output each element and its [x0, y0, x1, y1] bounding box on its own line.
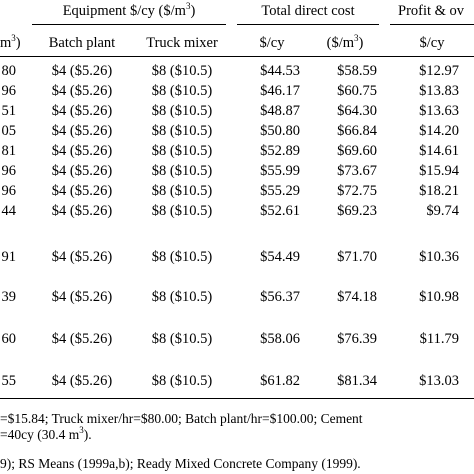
cell-profit-cy: $11.79	[419, 331, 459, 347]
cell-profit-cy: $13.83	[419, 83, 459, 99]
cell-left-fragment: 39	[1, 289, 17, 305]
cell-total-cy: $55.99	[260, 163, 300, 179]
cell-left-fragment: 60	[1, 331, 17, 347]
cell-truck-mixer: $8 ($10.5)	[151, 123, 213, 139]
cell-left-fragment: 96	[1, 183, 17, 199]
cell-total-m3: $64.30	[337, 103, 377, 119]
cell-left-fragment: 44	[1, 203, 17, 219]
column-header-left-fragment: m3)	[0, 33, 21, 52]
column-header-batch-plant: Batch plant	[48, 35, 116, 51]
cell-profit-cy: $14.61	[419, 143, 459, 159]
cell-profit-cy: $13.03	[419, 373, 459, 389]
cell-profit-cy: $10.36	[419, 249, 459, 265]
cell-left-fragment: 96	[1, 163, 17, 179]
cell-truck-mixer: $8 ($10.5)	[151, 331, 213, 347]
cell-total-cy: $50.80	[260, 123, 300, 139]
cell-profit-cy: $14.20	[419, 123, 459, 139]
cell-total-m3: $72.75	[337, 183, 377, 199]
cell-left-fragment: 81	[1, 143, 17, 159]
cell-truck-mixer: $8 ($10.5)	[151, 63, 213, 79]
cell-total-cy: $56.37	[260, 289, 300, 305]
cell-batch-plant: $4 ($5.26)	[51, 203, 113, 219]
cell-profit-cy: $18.21	[419, 183, 459, 199]
footnote-line-1: =$15.84; Truck mixer/hr=$80.00; Batch pl…	[0, 411, 363, 426]
cell-left-fragment: 91	[1, 249, 17, 265]
cell-total-cy: $58.06	[260, 331, 300, 347]
cell-profit-cy: $12.97	[419, 63, 459, 79]
cell-profit-cy: $10.98	[419, 289, 459, 305]
footnote-line-2: =40cy (30.4 m3).	[0, 425, 92, 443]
cell-batch-plant: $4 ($5.26)	[51, 249, 113, 265]
cell-total-m3: $69.23	[337, 203, 377, 219]
cell-total-cy: $55.29	[260, 183, 300, 199]
column-header-profit-cy: $/cy	[419, 35, 445, 51]
column-group-profit: Profit & ov	[398, 3, 465, 19]
cell-batch-plant: $4 ($5.26)	[51, 163, 113, 179]
cell-truck-mixer: $8 ($10.5)	[151, 203, 213, 219]
cell-batch-plant: $4 ($5.26)	[51, 143, 113, 159]
cell-profit-cy: $15.94	[419, 163, 459, 179]
cell-total-m3: $66.84	[337, 123, 377, 139]
cell-truck-mixer: $8 ($10.5)	[151, 163, 213, 179]
cell-total-cy: $44.53	[260, 63, 300, 79]
column-header-total-cy: $/cy	[259, 35, 285, 51]
cell-total-m3: $60.75	[337, 83, 377, 99]
cell-batch-plant: $4 ($5.26)	[51, 331, 113, 347]
column-header-total-m3: ($/m3)	[326, 33, 364, 52]
cell-total-cy: $54.49	[260, 249, 300, 265]
header-group-rule-equipment	[32, 24, 226, 25]
cell-batch-plant: $4 ($5.26)	[51, 183, 113, 199]
footnote-line-3: 9); RS Means (1999a,b); Ready Mixed Conc…	[0, 456, 361, 471]
cell-profit-cy: $9.74	[426, 203, 459, 219]
cell-left-fragment: 05	[1, 123, 17, 139]
cell-total-cy: $48.87	[260, 103, 300, 119]
column-header-truck-mixer: Truck mixer	[146, 35, 218, 51]
cell-truck-mixer: $8 ($10.5)	[151, 183, 213, 199]
cell-batch-plant: $4 ($5.26)	[51, 123, 113, 139]
column-group-total-direct-cost: Total direct cost	[261, 3, 355, 19]
cell-left-fragment: 80	[1, 63, 17, 79]
cell-total-m3: $81.34	[337, 373, 377, 389]
cell-truck-mixer: $8 ($10.5)	[151, 373, 213, 389]
header-group-rule-profit	[390, 24, 474, 25]
cell-total-m3: $58.59	[337, 63, 377, 79]
cell-total-m3: $73.67	[337, 163, 377, 179]
cell-batch-plant: $4 ($5.26)	[51, 373, 113, 389]
cell-total-m3: $76.39	[337, 331, 377, 347]
cell-batch-plant: $4 ($5.26)	[51, 63, 113, 79]
cell-total-m3: $71.70	[337, 249, 377, 265]
cell-batch-plant: $4 ($5.26)	[51, 289, 113, 305]
cell-truck-mixer: $8 ($10.5)	[151, 249, 213, 265]
cell-truck-mixer: $8 ($10.5)	[151, 143, 213, 159]
cell-truck-mixer: $8 ($10.5)	[151, 103, 213, 119]
cell-batch-plant: $4 ($5.26)	[51, 83, 113, 99]
cell-left-fragment: 96	[1, 83, 17, 99]
cell-batch-plant: $4 ($5.26)	[51, 103, 113, 119]
table-bottom-rule	[0, 398, 474, 399]
cell-total-cy: $61.82	[260, 373, 300, 389]
cell-left-fragment: 51	[1, 103, 17, 119]
header-group-rule-total	[237, 24, 379, 25]
cell-left-fragment: 55	[1, 373, 17, 389]
cell-truck-mixer: $8 ($10.5)	[151, 83, 213, 99]
header-bottom-rule	[0, 56, 474, 57]
column-group-equipment: Equipment $/cy ($/m3)	[62, 1, 196, 20]
cell-total-cy: $52.61	[260, 203, 300, 219]
cell-total-m3: $74.18	[337, 289, 377, 305]
cell-total-cy: $52.89	[260, 143, 300, 159]
cell-profit-cy: $13.63	[419, 103, 459, 119]
cell-total-m3: $69.60	[337, 143, 377, 159]
cell-truck-mixer: $8 ($10.5)	[151, 289, 213, 305]
cell-total-cy: $46.17	[260, 83, 300, 99]
